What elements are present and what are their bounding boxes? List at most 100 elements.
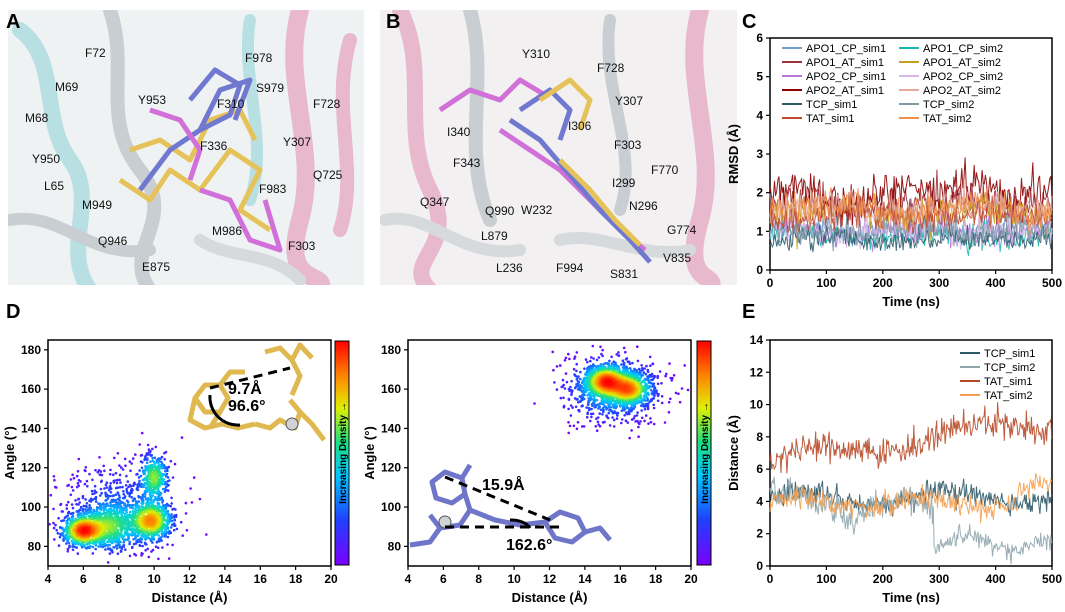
data-point (136, 488, 140, 492)
data-point (576, 421, 580, 424)
data-point (52, 507, 55, 511)
density-scatter-left: 4 6 8 10 12 14 16 18 2080100120140160180Distance… (2, 339, 338, 605)
data-point (99, 494, 102, 497)
data-point (680, 387, 684, 390)
data-point (77, 503, 80, 506)
data-point (126, 500, 130, 504)
data-point (636, 411, 639, 414)
data-point (575, 369, 578, 373)
data-point (66, 521, 70, 525)
data-point (84, 512, 88, 516)
data-point (71, 473, 74, 477)
data-point (140, 482, 144, 486)
data-point (562, 404, 566, 408)
data-point (625, 411, 628, 414)
data-point (650, 398, 653, 402)
x-tick-label: 100 (816, 276, 836, 290)
data-point (617, 354, 621, 358)
data-point (119, 549, 123, 553)
residue-label: L879 (481, 229, 508, 243)
data-point (553, 381, 556, 384)
data-point (88, 504, 91, 507)
data-point (670, 379, 673, 382)
data-point (568, 357, 571, 361)
data-point (139, 474, 143, 478)
x-tick-label: 20 (324, 572, 338, 586)
data-point (649, 388, 653, 392)
data-point (620, 421, 623, 425)
data-point (144, 549, 147, 552)
data-point (585, 415, 589, 419)
data-point (640, 409, 643, 412)
panel-b-ribbons (380, 10, 721, 285)
data-point (664, 374, 667, 378)
data-point (128, 510, 132, 514)
data-point (650, 378, 653, 382)
y-tick-label: 180 (381, 343, 401, 357)
data-point (108, 538, 111, 542)
data-point (93, 484, 97, 488)
data-point (124, 506, 128, 509)
data-point (586, 411, 590, 415)
data-point (118, 496, 121, 499)
data-point (70, 485, 74, 489)
panel-letter-b: B (386, 11, 400, 33)
data-point (77, 515, 80, 519)
data-point (98, 456, 101, 459)
data-point (656, 399, 660, 403)
data-point (603, 420, 606, 424)
data-point (645, 402, 648, 406)
data-point (144, 507, 148, 510)
data-point (151, 494, 155, 497)
data-point (168, 518, 172, 521)
data-point (68, 544, 71, 548)
data-point (140, 552, 143, 555)
data-point (173, 462, 177, 466)
data-point (107, 514, 110, 517)
data-point (597, 356, 601, 359)
data-point (124, 548, 127, 551)
data-point (572, 367, 576, 371)
data-point (605, 414, 608, 417)
residue-label: Q990 (485, 204, 515, 218)
data-point (170, 496, 173, 500)
data-point (114, 493, 118, 497)
data-point (120, 466, 123, 469)
data-point (669, 376, 672, 380)
data-point (58, 535, 62, 539)
data-point (113, 456, 116, 460)
legend-label: APO2_CP_sim1 (806, 71, 886, 83)
data-point (577, 380, 581, 384)
data-point (650, 392, 654, 395)
data-point (128, 492, 132, 496)
data-point (123, 530, 127, 533)
data-point (72, 476, 76, 480)
data-point (131, 527, 135, 530)
data-point (160, 455, 164, 459)
data-point (121, 509, 125, 512)
data-point (151, 459, 154, 463)
data-point (67, 511, 70, 515)
data-point (686, 388, 690, 392)
data-point (172, 528, 176, 532)
x-tick-label: 4 (45, 572, 52, 586)
data-point (103, 469, 106, 473)
y-tick-label: 3 (756, 147, 763, 161)
data-point (683, 364, 686, 367)
data-point (642, 371, 646, 375)
data-point (169, 504, 172, 508)
panel-b-ligand (438, 77, 652, 264)
x-tick-label: 16 (254, 572, 268, 586)
data-point (108, 547, 112, 550)
data-point (135, 510, 138, 514)
data-point (575, 351, 579, 354)
data-point (631, 361, 634, 365)
data-point (141, 495, 145, 498)
data-point (80, 546, 84, 549)
data-point (163, 458, 166, 461)
data-point (103, 542, 107, 546)
data-point (555, 365, 559, 368)
data-point (628, 362, 632, 366)
data-point (147, 504, 150, 508)
data-point (570, 379, 573, 383)
